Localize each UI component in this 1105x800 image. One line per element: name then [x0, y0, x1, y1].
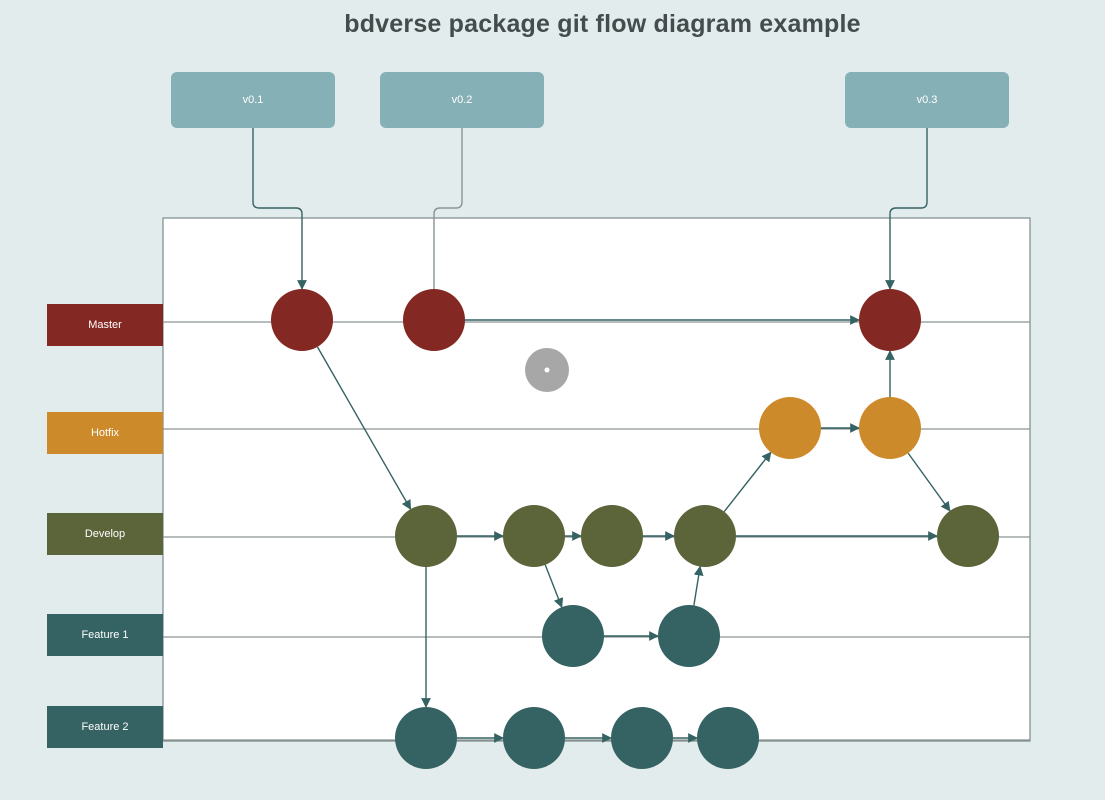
lane-label-master[interactable]: Master [47, 304, 163, 346]
commit-node-h2[interactable] [859, 397, 921, 459]
edge-v03-m3 [885, 128, 928, 290]
commit-node-h1[interactable] [759, 397, 821, 459]
commit-node-f2a[interactable] [395, 707, 457, 769]
commit-node-m2[interactable] [403, 289, 465, 351]
lane-label-hotfix[interactable]: Hotfix [47, 412, 163, 454]
commit-node-f1b[interactable] [658, 605, 720, 667]
edge-f1b-d4 [693, 565, 704, 606]
diagram-title: bdverse package git flow diagram example [344, 10, 861, 38]
commit-node-f2c[interactable] [611, 707, 673, 769]
commit-node-d3[interactable] [581, 505, 643, 567]
edge-v02-m2 [433, 128, 463, 289]
commit-node-d1[interactable] [395, 505, 457, 567]
edge-d4-h1 [723, 451, 772, 513]
tag-v01[interactable]: v0.1 [171, 72, 335, 128]
drag-handle-dot [544, 367, 550, 373]
lane-label-feature2[interactable]: Feature 2 [47, 706, 163, 748]
commit-node-f2b[interactable] [503, 707, 565, 769]
edge-m1-d1 [316, 346, 412, 510]
commit-node-f2d[interactable] [697, 707, 759, 769]
edge-h2-d5 [907, 452, 951, 512]
commit-node-d2[interactable] [503, 505, 565, 567]
commit-node-f1a[interactable] [542, 605, 604, 667]
lane-label-feature1[interactable]: Feature 1 [47, 614, 163, 656]
edge-v01-m1 [252, 128, 307, 290]
tag-v03[interactable]: v0.3 [845, 72, 1009, 128]
commit-node-m3[interactable] [859, 289, 921, 351]
tag-v02[interactable]: v0.2 [380, 72, 544, 128]
commit-node-m1[interactable] [271, 289, 333, 351]
edge-d2-f1a [544, 564, 564, 609]
commit-node-d4[interactable] [674, 505, 736, 567]
commit-node-d5[interactable] [937, 505, 999, 567]
lane-label-develop[interactable]: Develop [47, 513, 163, 555]
